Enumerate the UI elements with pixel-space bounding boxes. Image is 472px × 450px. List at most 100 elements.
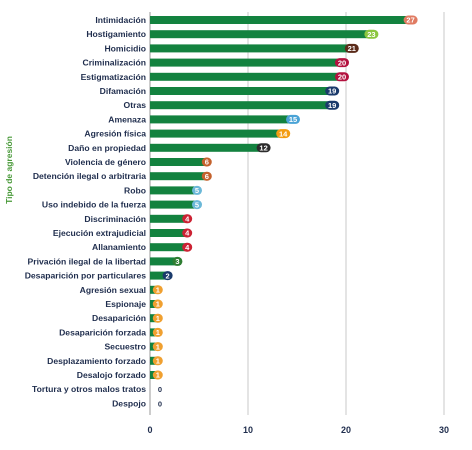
category-label: Amenaza bbox=[108, 114, 146, 124]
value-badge bbox=[182, 228, 193, 238]
bar bbox=[150, 257, 180, 266]
category-label: Desplazamiento forzado bbox=[47, 356, 146, 366]
value-badge bbox=[201, 157, 212, 167]
value-badge bbox=[182, 242, 193, 252]
grid-lines bbox=[149, 12, 445, 415]
value-label: 12 bbox=[259, 144, 267, 153]
value-label: 4 bbox=[185, 229, 190, 238]
x-tick-label: 0 bbox=[147, 425, 152, 435]
value-label: 15 bbox=[289, 115, 297, 124]
value-label: 4 bbox=[185, 243, 190, 252]
bar bbox=[150, 271, 170, 280]
value-badge bbox=[335, 72, 349, 82]
value-label: 2 bbox=[166, 271, 170, 280]
value-label: 21 bbox=[348, 44, 356, 53]
bar bbox=[150, 172, 209, 181]
value-label: 1 bbox=[156, 314, 160, 323]
bar bbox=[150, 115, 297, 124]
bar bbox=[150, 30, 376, 39]
x-tick-label: 30 bbox=[439, 425, 449, 435]
value-badge bbox=[325, 100, 340, 110]
category-labels: Intimidación Hostigamiento Homicidio Crimin… bbox=[25, 15, 147, 408]
value-badge bbox=[344, 43, 359, 53]
value-label: 6 bbox=[205, 158, 209, 167]
value-badge bbox=[286, 114, 300, 124]
category-label: Desalojo forzado bbox=[77, 370, 146, 380]
bar bbox=[150, 143, 268, 152]
bar bbox=[150, 87, 337, 95]
value-badge bbox=[325, 86, 340, 96]
bar bbox=[150, 186, 199, 195]
category-label: Difamación bbox=[100, 86, 146, 96]
bar bbox=[150, 129, 288, 138]
bar bbox=[150, 72, 346, 81]
value-label: 27 bbox=[406, 16, 414, 25]
value-badge bbox=[192, 185, 202, 195]
bar bbox=[150, 229, 190, 237]
category-label: Criminalización bbox=[82, 58, 146, 68]
value-badge bbox=[152, 370, 163, 380]
value-label: 23 bbox=[367, 30, 375, 39]
value-badge bbox=[403, 15, 418, 25]
x-tick-label: 10 bbox=[243, 425, 253, 435]
value-label: 6 bbox=[205, 172, 209, 181]
category-label: Espionaje bbox=[105, 299, 146, 309]
category-label: Hostigamiento bbox=[86, 29, 146, 39]
value-badge bbox=[364, 29, 379, 39]
value-badge bbox=[152, 356, 163, 366]
value-label: 0 bbox=[158, 399, 162, 408]
value-label: 1 bbox=[156, 357, 160, 366]
value-label: 5 bbox=[195, 200, 199, 209]
value-badge bbox=[276, 129, 291, 139]
category-label: Intimidación bbox=[95, 15, 146, 25]
category-label: Estigmatización bbox=[81, 72, 146, 82]
x-tick-label: 20 bbox=[341, 425, 351, 435]
bar bbox=[150, 101, 337, 110]
value-badge bbox=[152, 342, 163, 352]
bar bbox=[150, 243, 190, 252]
value-label: 14 bbox=[279, 129, 288, 138]
value-badge bbox=[152, 313, 163, 323]
value-badge bbox=[201, 171, 212, 181]
value-badge bbox=[162, 271, 173, 281]
category-label: Secuestro bbox=[104, 342, 146, 352]
bar bbox=[150, 44, 356, 53]
category-label: Discriminación bbox=[84, 214, 146, 224]
value-label: 1 bbox=[156, 371, 160, 380]
category-label: Ejecución extrajudicial bbox=[53, 228, 146, 238]
value-badge bbox=[172, 256, 183, 266]
category-label: Robo bbox=[124, 185, 146, 195]
value-label: 0 bbox=[158, 385, 162, 394]
value-badge bbox=[192, 200, 202, 210]
value-badge bbox=[182, 214, 193, 224]
category-label: Detención ilegal o arbitraria bbox=[33, 171, 146, 181]
bar bbox=[150, 158, 209, 166]
category-label: Agresión sexual bbox=[80, 285, 146, 295]
value-badge bbox=[152, 285, 163, 295]
value-label: 1 bbox=[156, 342, 160, 351]
bar bbox=[150, 58, 346, 67]
bar bbox=[150, 200, 199, 209]
category-label: Desaparición bbox=[92, 313, 146, 323]
value-label: 19 bbox=[328, 101, 336, 110]
category-label: Daño en propiedad bbox=[68, 143, 146, 153]
value-badge bbox=[152, 299, 163, 309]
category-label: Privación ilegal de la libertad bbox=[28, 256, 146, 266]
category-label: Tortura y otros malos tratos bbox=[32, 384, 146, 394]
category-label: Despojo bbox=[112, 398, 146, 408]
y-axis-label: Tipo de agresión bbox=[4, 136, 14, 204]
category-label: Desaparición forzada bbox=[59, 327, 146, 337]
bar bbox=[150, 214, 190, 223]
value-label: 1 bbox=[156, 286, 160, 295]
value-label: 1 bbox=[156, 328, 160, 337]
value-label: 3 bbox=[175, 257, 179, 266]
value-label: 19 bbox=[328, 87, 336, 96]
value-badge bbox=[256, 143, 271, 153]
value-label: 4 bbox=[185, 215, 190, 224]
bar bbox=[150, 16, 415, 24]
value-label: 20 bbox=[338, 73, 346, 82]
category-label: Agresión física bbox=[84, 129, 146, 139]
category-label: Desaparición por particulares bbox=[25, 271, 147, 281]
